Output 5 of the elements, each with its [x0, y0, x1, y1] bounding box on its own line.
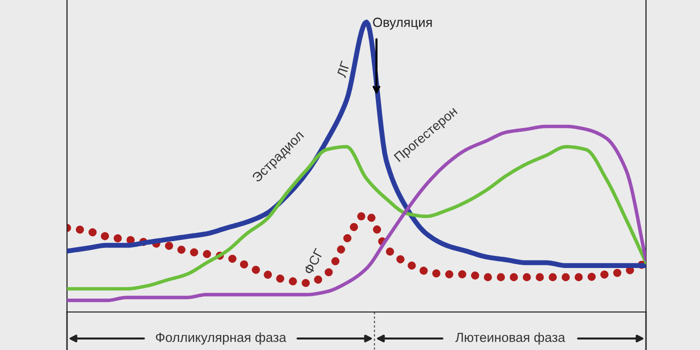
text: Лютеиновая фаза — [455, 332, 566, 345]
text: ЛГ — [336, 60, 350, 78]
text: ФСГ — [304, 248, 324, 275]
text: Фолликулярная фаза — [156, 332, 286, 345]
annotation: Овуляция — [373, 18, 432, 30]
